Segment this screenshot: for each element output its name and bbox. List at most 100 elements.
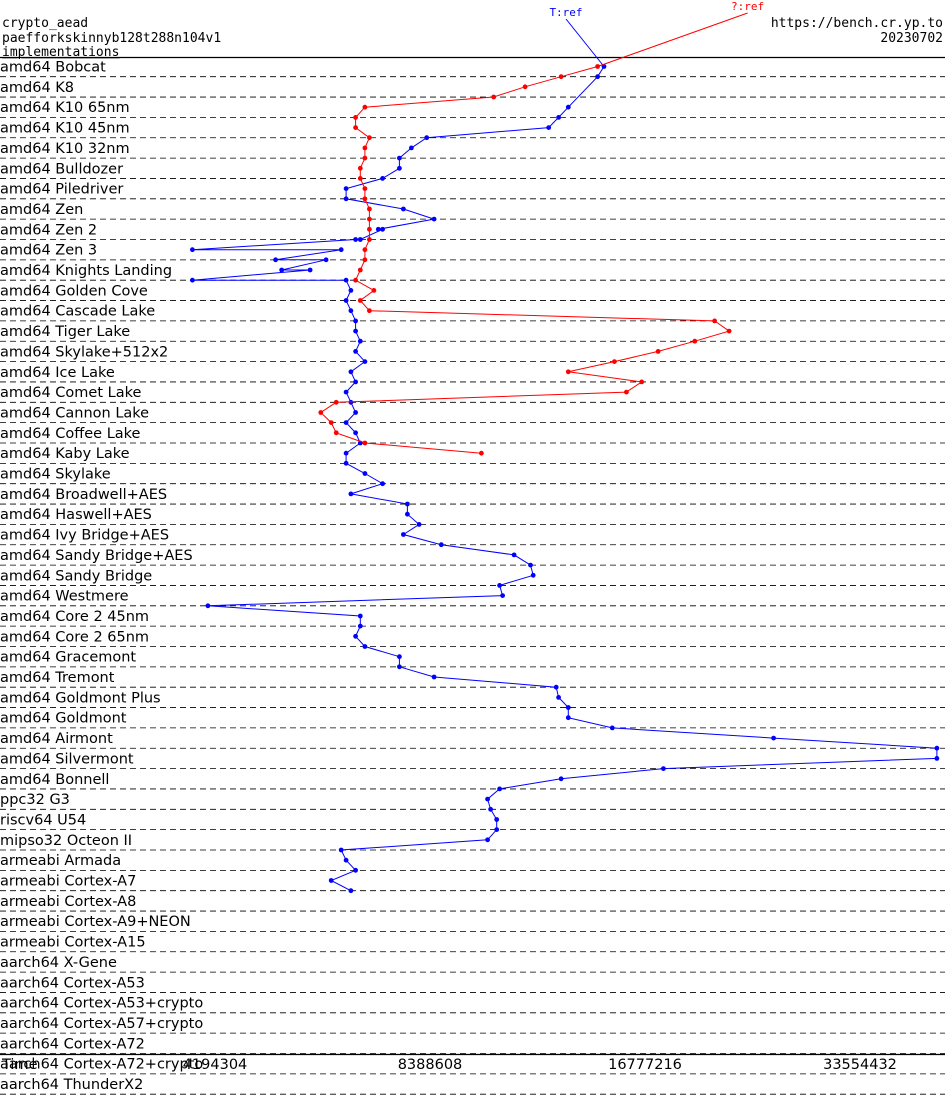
x-tick-label: 8388608: [398, 1057, 463, 1073]
data-point: [934, 745, 940, 751]
data-point: [367, 308, 372, 314]
data-point: [511, 552, 517, 558]
data-point: [338, 847, 344, 853]
data-point: [558, 776, 564, 782]
data-point: [661, 766, 666, 771]
data-point: [401, 206, 406, 212]
data-point: [556, 115, 561, 120]
data-point: [494, 817, 500, 822]
category-label: amd64 K8: [0, 80, 74, 96]
data-point: [343, 277, 349, 283]
category-label: amd64 Bulldozer: [0, 161, 123, 177]
data-point: [397, 165, 402, 171]
category-label: amd64 Knights Landing: [0, 263, 172, 279]
category-label: amd64 K10 45nm: [0, 121, 130, 137]
data-point: [328, 878, 334, 883]
implementation-name: paefforkskinnyb128t288n104v1: [2, 31, 221, 46]
category-label: amd64 Tiger Lake: [0, 324, 130, 340]
series-label-leader: [597, 12, 748, 67]
data-point: [362, 186, 368, 192]
data-point: [357, 623, 363, 629]
category-label: amd64 Gracemont: [0, 650, 136, 666]
series-label-leader: [565, 18, 605, 67]
data-point: [357, 338, 363, 344]
data-point: [367, 135, 372, 141]
category-rows: amd64 Bobcat amd64 K8 amd64 K10 65nm amd64 …: [0, 60, 945, 1095]
x-tick-label: 4194304: [183, 1057, 248, 1073]
category-label: amd64 Comet Lake: [0, 385, 141, 401]
data-point: [934, 756, 940, 761]
data-point: [522, 84, 528, 90]
data-point: [405, 501, 410, 507]
category-label: amd64 Sandy Bridge+AES: [0, 548, 193, 564]
data-point: [367, 237, 372, 242]
data-point: [353, 328, 358, 334]
series-qref: ?:ref: [318, 0, 764, 456]
data-point: [362, 196, 368, 202]
data-point: [362, 440, 368, 446]
data-point: [205, 603, 211, 609]
data-point: [353, 410, 358, 415]
category-label: amd64 Piledriver: [0, 182, 123, 198]
category-label: amd64 Skylake: [0, 467, 111, 483]
data-point: [357, 613, 363, 619]
data-point: [353, 237, 358, 242]
data-point: [273, 257, 278, 263]
series-line: [192, 66, 938, 892]
data-point: [485, 837, 490, 843]
data-point: [190, 247, 195, 253]
category-label: amd64 K10 32nm: [0, 141, 130, 157]
category-label: amd64 Bonnell: [0, 772, 109, 788]
category-label: amd64 Kaby Lake: [0, 446, 130, 462]
data-point: [343, 857, 349, 863]
category-label: amd64 K10 65nm: [0, 100, 130, 116]
data-point: [307, 267, 313, 273]
data-point: [348, 288, 354, 293]
category-label: amd64 Broadwell+AES: [0, 487, 167, 503]
category-label: amd64 Zen: [0, 202, 83, 218]
data-point: [500, 593, 505, 598]
data-point: [530, 572, 536, 578]
category-label: aarch64 Cortex-A57+crypto: [0, 1016, 203, 1032]
data-point: [353, 430, 358, 436]
data-point: [357, 176, 363, 181]
data-point: [612, 359, 617, 364]
data-point: [416, 522, 422, 527]
data-point: [343, 450, 349, 456]
data-point: [353, 349, 358, 354]
data-point: [556, 695, 561, 700]
data-point: [190, 277, 195, 283]
category-label: amd64 Bobcat: [0, 60, 106, 76]
data-point: [553, 684, 559, 690]
data-point: [343, 389, 349, 395]
data-point: [397, 155, 402, 161]
category-label: armeabi Cortex-A7: [0, 874, 136, 890]
category-label: amd64 Golden Cove: [0, 283, 148, 299]
data-point: [624, 389, 629, 395]
data-point: [375, 226, 381, 232]
data-point: [497, 583, 502, 588]
category-label: amd64 Zen 3: [0, 243, 97, 259]
category-label: amd64 Zen 2: [0, 222, 97, 238]
x-axis-label: Time: [1, 1057, 38, 1073]
data-point: [357, 165, 363, 171]
primitive-name: crypto_aead: [2, 16, 88, 31]
data-point: [488, 806, 493, 812]
data-point: [771, 735, 776, 741]
data-point: [367, 216, 372, 222]
category-label: amd64 Coffee Lake: [0, 426, 141, 442]
subtitle: implementations: [2, 45, 119, 60]
data-point: [348, 369, 354, 375]
category-label: amd64 Sandy Bridge: [0, 568, 152, 584]
data-point: [401, 532, 406, 537]
data-point: [371, 288, 377, 293]
data-point: [712, 318, 717, 324]
x-axis: Time 4194304 8388608 16777216 33554432: [1, 1057, 897, 1073]
data-point: [528, 562, 533, 568]
data-point: [367, 226, 372, 232]
data-point: [655, 349, 661, 354]
category-label: armeabi Cortex-A8: [0, 894, 136, 910]
data-point: [546, 125, 552, 130]
data-point: [343, 460, 349, 466]
data-point: [362, 155, 368, 161]
